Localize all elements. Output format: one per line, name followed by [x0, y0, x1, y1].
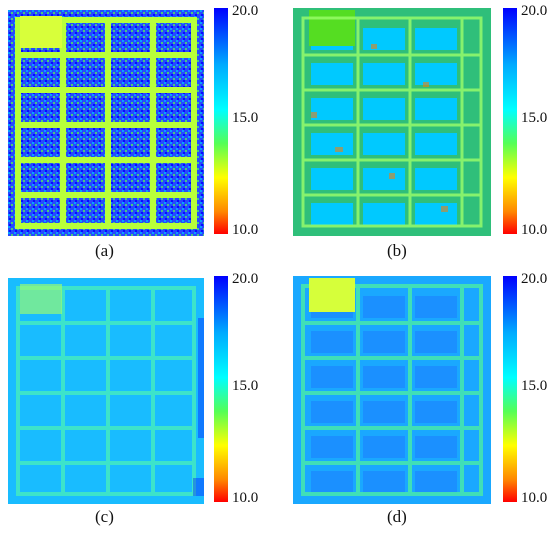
panel-d-label: (d) — [387, 507, 407, 526]
colorbar-d — [503, 276, 517, 502]
plot-image-c — [8, 278, 204, 504]
colorbar-c-tick-top: 20.0 — [232, 271, 259, 287]
panel-c: 20.0 15.0 10.0 (c) — [0, 268, 275, 535]
colorbar-a-tick-bottom: 10.0 — [232, 222, 259, 238]
colorbar-a — [214, 8, 228, 234]
panel-a-label: (a) — [95, 241, 114, 260]
panel-d: 20.0 15.0 10.0 (d) — [275, 268, 550, 535]
colorbar-d-tick-bottom: 10.0 — [521, 490, 548, 506]
colorbar-b — [503, 8, 517, 234]
plot-image-d — [293, 276, 491, 504]
panel-c-label: (c) — [95, 507, 114, 526]
colorbar-d-tick-top: 20.0 — [521, 271, 548, 287]
colorbar-b-tick-bottom: 10.0 — [521, 222, 548, 238]
colorbar-b-tick-top: 20.0 — [521, 3, 548, 19]
colorbar-c — [214, 276, 228, 502]
colorbar-d-tick-mid: 15.0 — [521, 378, 548, 394]
panel-a: 20.0 15.0 10.0 (a) — [0, 0, 275, 267]
panel-b: 20.0 15.0 10.0 (b) — [275, 0, 550, 267]
colorbar-a-tick-mid: 15.0 — [232, 110, 259, 126]
colorbar-c-tick-bottom: 10.0 — [232, 490, 259, 506]
plot-image-b — [293, 8, 491, 236]
panel-b-label: (b) — [387, 241, 407, 260]
colorbar-b-tick-mid: 15.0 — [521, 110, 548, 126]
plot-image-a — [8, 10, 204, 236]
colorbar-c-tick-mid: 15.0 — [232, 378, 259, 394]
colorbar-a-tick-top: 20.0 — [232, 3, 259, 19]
